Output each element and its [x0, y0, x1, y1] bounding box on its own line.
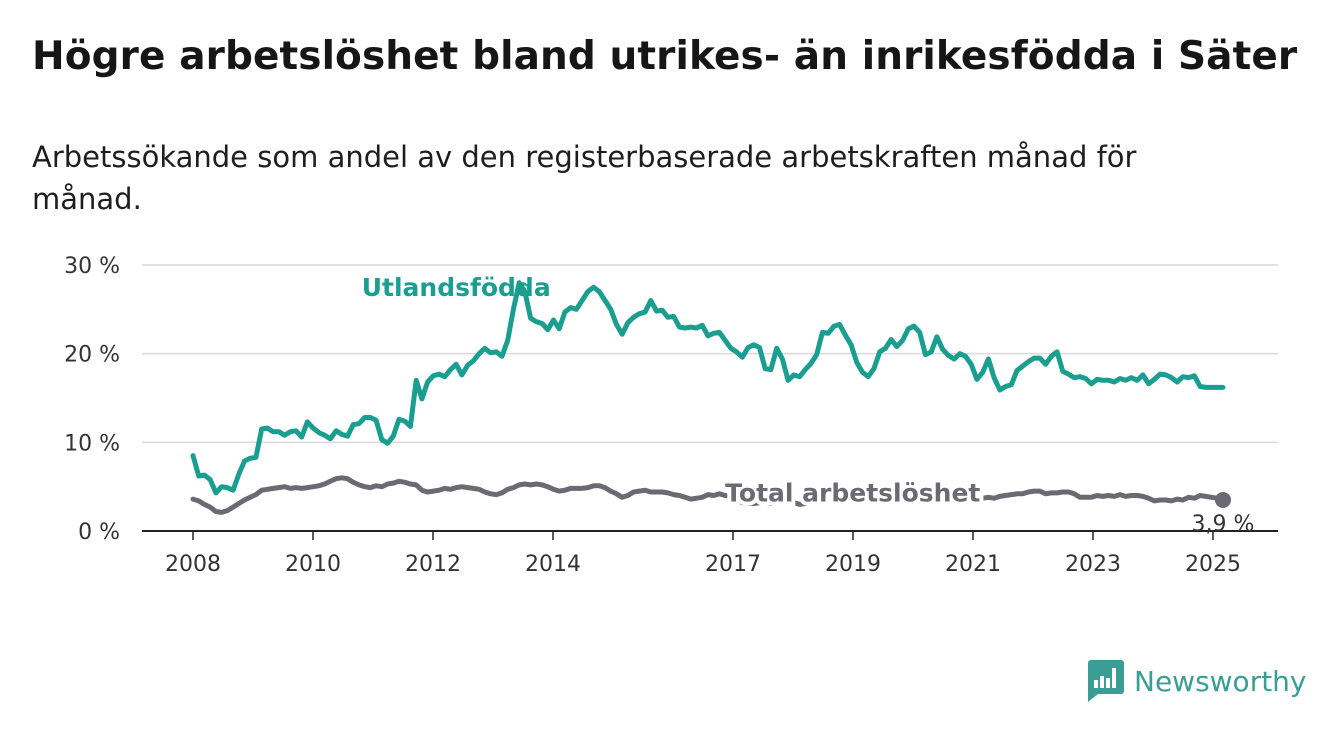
y-tick-label: 10 %	[64, 431, 120, 456]
x-tick-label: 2008	[165, 552, 221, 577]
newsworthy-logo-icon	[1088, 660, 1124, 702]
x-tick-label: 2025	[1185, 552, 1241, 577]
total-unemployment-line	[190, 475, 1226, 515]
x-tick-label: 2017	[705, 552, 761, 577]
series-labels: Utlandsfödda Total arbetslöshet 3,9 %	[362, 273, 1255, 537]
grid-lines	[142, 264, 1278, 444]
chart-subtitle: Arbetssökande som andel av den registerb…	[32, 140, 1137, 216]
chart-title: Högre arbetslöshet bland utrikes- än inr…	[32, 34, 1298, 79]
x-tick-label: 2019	[825, 552, 881, 577]
foreign-born-line	[190, 280, 1226, 496]
end-value-label: 3,9 %	[1192, 512, 1255, 537]
newsworthy-brand-name: Newsworthy	[1134, 664, 1307, 698]
x-tick-label: 2014	[525, 552, 581, 577]
y-tick-label: 20 %	[64, 343, 120, 368]
series-label-foreign-born: Utlandsfödda	[362, 273, 551, 302]
x-tick-label: 2021	[945, 552, 1001, 577]
x-axis: 2008 2010 2012 2014 2017 2019 2021 2023 2025	[142, 530, 1278, 577]
x-tick-label: 2023	[1065, 552, 1121, 577]
y-tick-label: 30 %	[64, 254, 120, 279]
x-tick-label: 2012	[405, 552, 461, 577]
y-tick-label: 0 %	[78, 520, 120, 545]
series-lines	[190, 280, 1226, 515]
end-point-marker	[1215, 491, 1231, 508]
newsworthy-logo[interactable]: Newsworthy	[1088, 660, 1307, 702]
series-label-total: Total arbetslöshet	[725, 479, 980, 508]
x-tick-label: 2010	[285, 552, 341, 577]
y-axis: 0 % 10 % 20 % 30 %	[64, 254, 120, 545]
